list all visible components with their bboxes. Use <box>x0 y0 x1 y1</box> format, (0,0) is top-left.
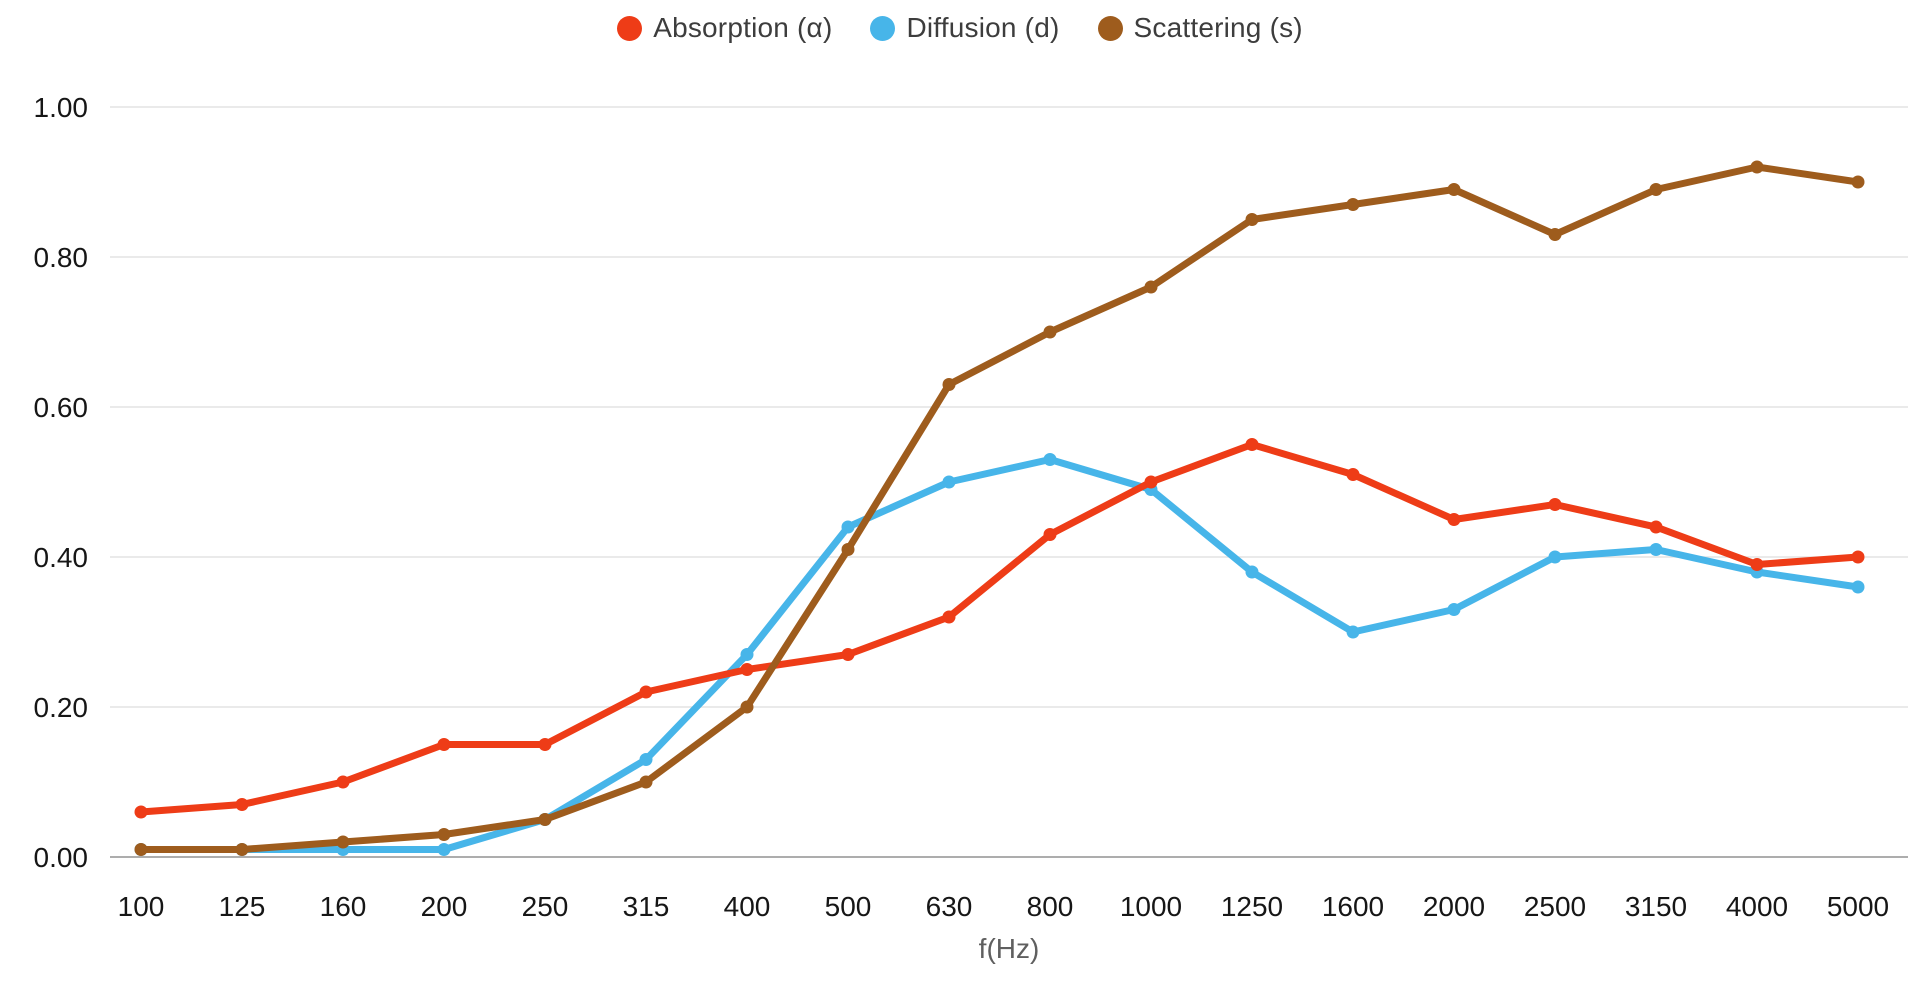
data-point <box>942 475 956 489</box>
data-point <box>235 843 249 856</box>
x-tick-label: 630 <box>926 891 973 922</box>
diffusion-legend-dot-icon <box>870 15 896 41</box>
data-point <box>235 798 249 811</box>
data-point <box>1750 160 1764 174</box>
legend-item-diffusion: Diffusion (d) <box>870 12 1059 44</box>
y-tick-label: 0.00 <box>34 842 89 873</box>
x-tick-label: 1250 <box>1221 891 1283 922</box>
data-point <box>1043 528 1057 541</box>
data-point <box>437 738 451 751</box>
absorption-legend-dot-icon <box>617 15 643 41</box>
legend-item-scattering: Scattering (s) <box>1097 12 1303 44</box>
data-point <box>639 775 653 789</box>
x-tick-label: 200 <box>421 891 468 922</box>
series-line-Scattering (s) <box>137 163 1862 853</box>
data-point <box>740 663 754 676</box>
data-point <box>1245 438 1259 451</box>
data-point <box>336 835 350 849</box>
data-point <box>1447 603 1461 616</box>
data-point <box>1851 580 1865 594</box>
x-tick-label: 3150 <box>1625 891 1687 922</box>
data-point <box>1245 213 1259 226</box>
legend-label-absorption: Absorption (α) <box>653 12 833 43</box>
y-tick-label: 0.80 <box>34 242 89 273</box>
x-tick-label: 400 <box>724 891 771 922</box>
y-tick-label: 0.20 <box>34 692 89 723</box>
x-tick-label: 2000 <box>1423 891 1485 922</box>
x-tick-label: 1000 <box>1120 891 1182 922</box>
series-line-Absorption (α) <box>137 441 1862 816</box>
data-point <box>841 648 855 661</box>
data-point <box>1346 468 1360 481</box>
data-point <box>841 543 855 556</box>
data-point <box>437 828 451 841</box>
data-point <box>336 775 350 789</box>
x-tick-label: 800 <box>1027 891 1074 922</box>
data-point <box>1851 550 1865 564</box>
data-point <box>639 753 653 766</box>
x-tick-label: 160 <box>320 891 367 922</box>
data-point <box>1649 520 1663 534</box>
x-tick-label: 500 <box>825 891 872 922</box>
data-point <box>538 813 552 826</box>
legend-label-diffusion: Diffusion (d) <box>906 12 1060 43</box>
data-point <box>639 685 653 699</box>
data-point <box>942 378 956 391</box>
y-tick-label: 0.60 <box>34 392 89 423</box>
data-point <box>942 610 956 624</box>
x-tick-label: 4000 <box>1726 891 1788 922</box>
data-point <box>1346 198 1360 211</box>
x-tick-label: 125 <box>219 891 266 922</box>
x-tick-label: 100 <box>118 891 165 922</box>
data-point <box>1851 175 1865 189</box>
y-tick-label: 0.40 <box>34 542 89 573</box>
scattering-legend-dot-icon <box>1097 15 1123 41</box>
data-point <box>1548 550 1562 564</box>
data-point <box>1548 228 1562 241</box>
y-tick-label: 1.00 <box>34 92 89 123</box>
x-tick-label: 5000 <box>1827 891 1889 922</box>
data-point <box>740 648 754 661</box>
data-point <box>1144 280 1158 294</box>
chart-legend: Absorption (α) Diffusion (d) Scattering … <box>0 12 1920 44</box>
x-tick-label: 1600 <box>1322 891 1384 922</box>
x-tick-label: 2500 <box>1524 891 1586 922</box>
data-point <box>1750 558 1764 571</box>
data-point <box>1144 475 1158 489</box>
data-point <box>1447 513 1461 526</box>
x-axis-title: f(Hz) <box>979 933 1040 964</box>
data-point <box>1043 453 1057 466</box>
data-point <box>1548 498 1562 511</box>
legend-item-absorption: Absorption (α) <box>617 12 832 44</box>
data-point <box>1245 565 1259 579</box>
data-point <box>1447 183 1461 196</box>
data-point <box>134 805 148 819</box>
data-point <box>437 843 451 856</box>
x-tick-label: 315 <box>623 891 670 922</box>
data-point <box>134 843 148 856</box>
data-point <box>1649 543 1663 556</box>
data-point <box>1649 183 1663 196</box>
data-point <box>1043 325 1057 339</box>
legend-label-scattering: Scattering (s) <box>1133 12 1303 43</box>
series-line-Diffusion (d) <box>137 456 1862 853</box>
data-point <box>538 738 552 751</box>
data-point <box>841 520 855 534</box>
x-tick-label: 250 <box>522 891 569 922</box>
data-point <box>740 700 754 714</box>
data-point <box>1346 625 1360 639</box>
